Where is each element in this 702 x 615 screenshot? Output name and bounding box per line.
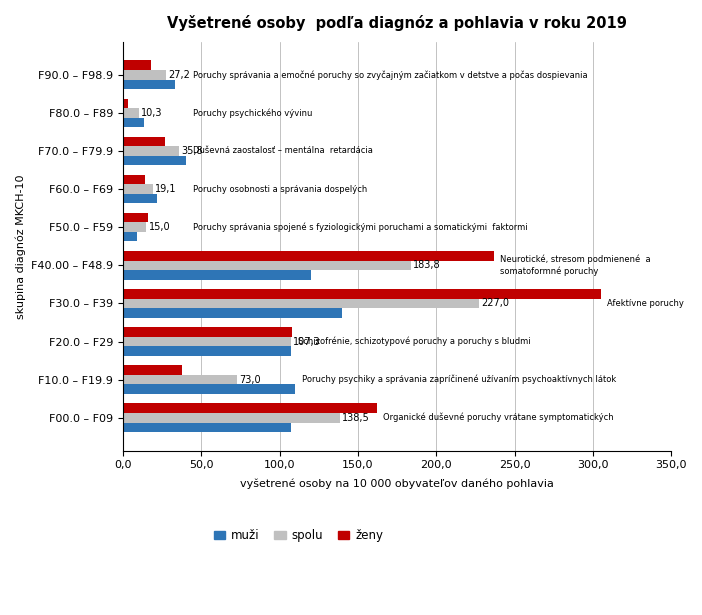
Bar [123, 137, 165, 146]
Text: Poruchy správania spojené s fyziologickými poruchami a somatickými  faktormi: Poruchy správania spojené s fyziologický… [194, 223, 528, 232]
Text: Poruchy psychiky a správania zapríčinené užívaním psychoaktívnych látok: Poruchy psychiky a správania zapríčinené… [301, 375, 616, 384]
Bar [123, 346, 291, 356]
Bar [123, 327, 292, 337]
Bar [123, 270, 311, 280]
Text: Neurotické, stresom podmienené  a
somatoformné poruchy: Neurotické, stresom podmienené a somatof… [501, 255, 651, 276]
Bar [123, 413, 340, 423]
Text: Organické duševné poruchy vrátane symptomatických: Organické duševné poruchy vrátane sympto… [383, 413, 614, 423]
Bar [123, 251, 494, 261]
Bar [123, 70, 166, 79]
Text: 15,0: 15,0 [149, 222, 171, 232]
Bar [123, 213, 148, 223]
Text: 227,0: 227,0 [481, 298, 509, 308]
Bar [123, 156, 185, 165]
Bar [123, 384, 296, 394]
Text: Poruchy správania a emočné poruchy so zvyčajným začiatkom v detstve a počas dosp: Poruchy správania a emočné poruchy so zv… [194, 70, 588, 79]
Text: 183,8: 183,8 [413, 260, 441, 271]
Bar [123, 299, 479, 308]
Bar [123, 261, 411, 270]
Text: 10,3: 10,3 [141, 108, 163, 118]
Legend: muži, spolu, ženy: muži, spolu, ženy [208, 525, 388, 547]
Text: Poruchy osobnosti a správania dospelých: Poruchy osobnosti a správania dospelých [194, 184, 368, 194]
Bar [123, 98, 128, 108]
Bar [123, 146, 179, 156]
Text: Afektívne poruchy: Afektívne poruchy [607, 299, 684, 308]
Bar [123, 60, 151, 70]
Text: 27,2: 27,2 [168, 69, 190, 80]
Bar [123, 403, 377, 413]
Bar [123, 184, 153, 194]
Bar [123, 289, 601, 299]
Bar [123, 423, 291, 432]
Bar [123, 175, 145, 184]
Text: Duševná zaostalosť – mentálna  retardácia: Duševná zaostalosť – mentálna retardácia [194, 146, 373, 156]
Bar [123, 108, 139, 117]
Bar [123, 79, 175, 89]
Text: 19,1: 19,1 [155, 184, 177, 194]
Bar [123, 337, 291, 346]
Text: 107,3: 107,3 [293, 336, 321, 346]
Bar [123, 223, 147, 232]
Text: Schizofrénie, schizotypové poruchy a poruchy s bludmi: Schizofrénie, schizotypové poruchy a por… [298, 337, 531, 346]
Text: 73,0: 73,0 [239, 375, 261, 384]
X-axis label: vyšetrené osoby na 10 000 obyvateľov daného pohlavia: vyšetrené osoby na 10 000 obyvateľov dan… [240, 478, 554, 489]
Bar [123, 232, 137, 242]
Text: 138,5: 138,5 [343, 413, 370, 423]
Bar [123, 194, 157, 204]
Bar [123, 375, 237, 384]
Bar [123, 117, 144, 127]
Text: 35,8: 35,8 [181, 146, 203, 156]
Y-axis label: skupina diagnóz MKCH-10: skupina diagnóz MKCH-10 [15, 174, 25, 319]
Bar [123, 365, 183, 375]
Title: Vyšetrené osoby  podľa diagnóz a pohlavia v roku 2019: Vyšetrené osoby podľa diagnóz a pohlavia… [167, 15, 627, 31]
Bar [123, 308, 343, 318]
Text: Poruchy psychického vývinu: Poruchy psychického vývinu [194, 108, 313, 117]
